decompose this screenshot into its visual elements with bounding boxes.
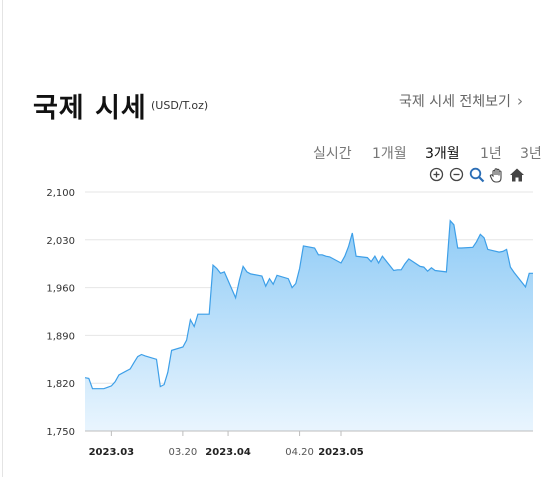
chevron-right-icon: › — [516, 92, 523, 110]
home-icon[interactable] — [508, 166, 525, 183]
y-tick-label: 1,890 — [46, 331, 75, 342]
x-tick-label: 2023.04 — [205, 447, 251, 458]
range-tabs: 실시간 1개월 3개월 1년 3년 — [0, 143, 559, 163]
tab-1year[interactable]: 1년 — [480, 146, 502, 162]
zoom-in-icon[interactable] — [428, 166, 445, 183]
tab-realtime[interactable]: 실시간 — [313, 146, 352, 162]
chart-toolbar — [428, 166, 525, 184]
price-area — [85, 220, 533, 431]
y-tick-label: 1,750 — [46, 427, 75, 438]
x-tick-label: 2023.03 — [89, 447, 135, 458]
x-tick-label: 03.20 — [169, 447, 198, 458]
tab-1month[interactable]: 1개월 — [372, 146, 407, 162]
page-title: 국제 시세 — [33, 93, 147, 124]
y-tick-label: 1,960 — [46, 284, 75, 295]
y-tick-label: 2,030 — [46, 236, 75, 247]
view-all-label: 국제 시세 전체보기 — [399, 94, 511, 110]
zoom-select-icon[interactable] — [468, 166, 485, 183]
x-tick-label: 04.20 — [285, 447, 314, 458]
zoom-out-icon[interactable] — [448, 166, 465, 183]
price-line — [84, 219, 533, 390]
left-border — [2, 0, 3, 477]
unit-label: (USD/T.oz) — [151, 99, 209, 112]
view-all-link[interactable]: 국제 시세 전체보기 › — [399, 91, 523, 111]
y-tick-label: 2,100 — [46, 188, 75, 199]
y-tick-label: 1,820 — [46, 379, 75, 390]
tab-3month[interactable]: 3개월 — [425, 146, 460, 162]
x-tick-label: 2023.05 — [318, 447, 364, 458]
pan-hand-icon[interactable] — [488, 166, 505, 183]
tab-3year[interactable]: 3년 — [520, 146, 542, 162]
